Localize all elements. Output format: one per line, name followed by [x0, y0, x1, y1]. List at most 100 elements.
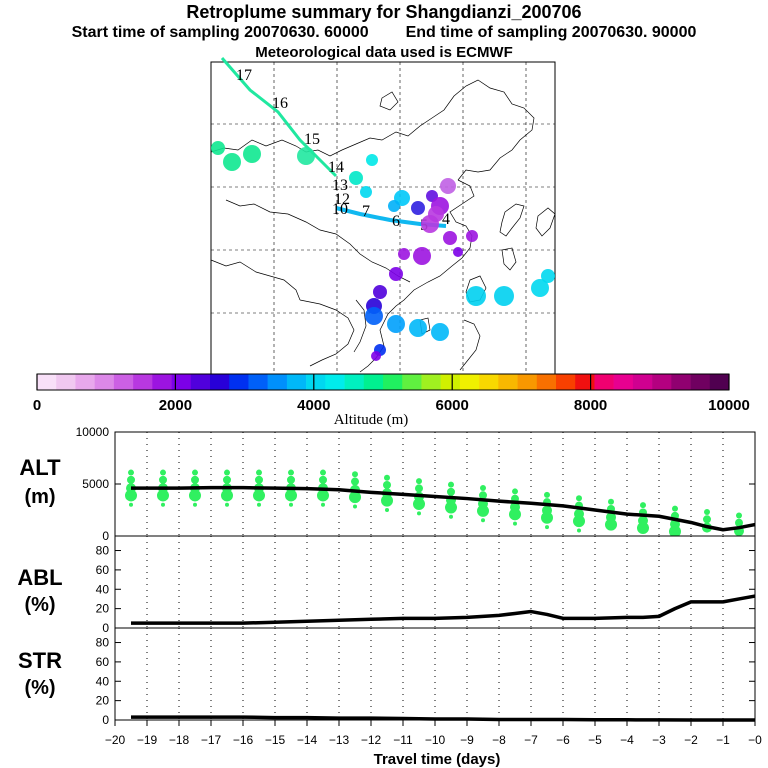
alt-scatter-point [669, 525, 681, 538]
alt-scatter-point [736, 512, 742, 519]
alt-scatter-point [257, 502, 261, 507]
alt-scatter-point [157, 489, 169, 502]
colorbar-swatch [632, 374, 653, 390]
colorbar-tick-label: 0 [33, 397, 41, 414]
colorbar-swatch [421, 374, 441, 390]
alt-scatter-point [160, 469, 166, 476]
alt-scatter-point [640, 502, 646, 509]
cluster-circle [371, 351, 381, 361]
alt-scatter-point [321, 502, 325, 507]
colorbar-swatch [133, 374, 153, 390]
cluster-circle [531, 279, 549, 297]
series-line-str [131, 715, 755, 722]
alt-scatter-point [319, 475, 327, 484]
cluster-circle [398, 248, 410, 260]
alt-scatter-point [703, 515, 711, 524]
cluster-circle [211, 141, 225, 155]
colorbar-swatch [267, 374, 288, 390]
colorbar-swatch [536, 374, 557, 390]
colorbar-swatch [210, 374, 230, 390]
colorbar-tick-label: 8000 [574, 397, 607, 414]
cluster-label-day-12: 12 [334, 191, 350, 208]
y-label-line: (%) [24, 594, 55, 616]
colorbar-swatch [190, 374, 211, 390]
cluster-label-day-17: 17 [236, 67, 252, 84]
panel-abl: 0 20 40 60 80 ABL (%) [17, 535, 756, 635]
cluster-circle [223, 153, 241, 171]
panel-frame [114, 535, 756, 629]
alt-scatter-point [223, 475, 231, 484]
colorbar-swatch [383, 374, 403, 390]
alt-scatter-point [541, 511, 553, 524]
alt-scatter-point [189, 489, 201, 502]
alt-scatter-point [573, 515, 585, 528]
colorbar-swatch [440, 374, 461, 390]
colorbar-tick-label: 4000 [297, 397, 330, 414]
colorbar-swatch [306, 374, 326, 390]
y-tick-label: 60 [96, 655, 110, 669]
panel-alt: 0 5000 10000 ALT (m) [19, 425, 756, 543]
cluster-circle [443, 231, 457, 245]
colorbar-swatch [690, 374, 711, 390]
alt-scatter-point [127, 475, 135, 484]
colorbar-swatch [325, 374, 345, 390]
alt-scatter-point [351, 477, 359, 486]
cluster-circle [388, 200, 400, 212]
x-tick-label: −16 [233, 733, 254, 747]
cluster-circle [373, 285, 387, 299]
colorbar-swatch [113, 374, 134, 390]
colorbar-swatch [75, 374, 95, 390]
x-tick-label: −18 [169, 733, 190, 747]
panel-str: 0 20 40 60 80 STR (%) [18, 627, 756, 727]
alt-scatter-point [381, 494, 393, 507]
alt-scatter-point [415, 484, 423, 493]
colorbar-swatch [498, 374, 518, 390]
met-data-label: Meteorological data used is ECMWF [255, 44, 513, 61]
cluster-label-day-14: 14 [328, 159, 344, 176]
alt-scatter-point [608, 498, 614, 505]
x-tick-label: −13 [329, 733, 350, 747]
sampling-times: Start time of sampling 20070630. 60000 E… [0, 24, 768, 42]
alt-scatter-point [320, 469, 326, 476]
y-tick-label: 60 [96, 563, 110, 577]
panel-frame [114, 627, 756, 721]
cluster-circle [243, 145, 261, 163]
alt-scatter-point [317, 489, 329, 502]
x-tick-label: −1 [716, 733, 730, 747]
alt-scatter-point [577, 528, 581, 533]
alt-scatter-point [605, 518, 617, 531]
alt-scatter-point [159, 475, 167, 484]
colorbar-swatch [671, 374, 691, 390]
cluster-label-day-10: 10 [332, 201, 348, 218]
y-tick-label: 20 [96, 694, 110, 708]
x-tick-label: −8 [492, 733, 506, 747]
alt-scatter-point [253, 489, 265, 502]
alt-scatter-point [479, 491, 487, 500]
alt-scatter-point [287, 475, 295, 484]
x-tick-label: −14 [297, 733, 318, 747]
cluster-circle [387, 315, 405, 333]
colorbar-swatch [459, 374, 480, 390]
colorbar-swatch [402, 374, 422, 390]
alt-scatter-point [417, 511, 421, 516]
alt-scatter-point [383, 480, 391, 489]
cluster-circle [466, 286, 486, 306]
cluster-label-day-13: 13 [332, 177, 348, 194]
alt-scatter-point [448, 481, 454, 488]
alt-scatter-point [285, 489, 297, 502]
alt-scatter-point [542, 505, 552, 516]
alt-scatter-point [192, 469, 198, 476]
cluster-circle [541, 269, 555, 283]
alt-scatter-point [349, 491, 361, 504]
panel-frame [114, 431, 756, 537]
cluster-circle [466, 230, 478, 242]
cluster-label-day-15: 15 [304, 131, 320, 148]
alt-scatter-point [574, 508, 584, 519]
alt-scatter-point [477, 504, 489, 517]
colorbar-swatch [171, 374, 192, 390]
cluster-circle [494, 286, 514, 306]
time-series-panels: 0 5000 10000 ALT (m) 0 20 40 60 80 ABL (%) 0 20 40 60 80… [17, 425, 762, 747]
cluster-circle [349, 171, 363, 185]
alt-scatter-point [191, 475, 199, 484]
alt-scatter-point [225, 502, 229, 507]
